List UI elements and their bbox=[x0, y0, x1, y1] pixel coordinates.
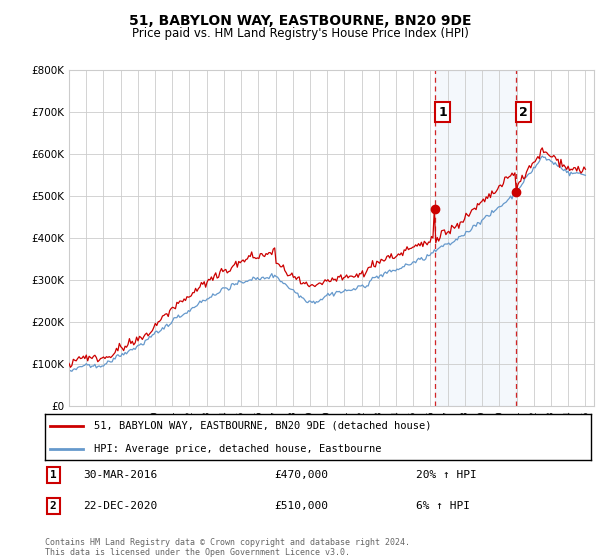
Text: 30-MAR-2016: 30-MAR-2016 bbox=[83, 470, 157, 480]
Text: 1: 1 bbox=[50, 470, 56, 480]
Text: 51, BABYLON WAY, EASTBOURNE, BN20 9DE (detached house): 51, BABYLON WAY, EASTBOURNE, BN20 9DE (d… bbox=[94, 421, 431, 431]
Text: 51, BABYLON WAY, EASTBOURNE, BN20 9DE: 51, BABYLON WAY, EASTBOURNE, BN20 9DE bbox=[129, 14, 471, 28]
Text: 2: 2 bbox=[520, 105, 528, 119]
Text: HPI: Average price, detached house, Eastbourne: HPI: Average price, detached house, East… bbox=[94, 444, 382, 454]
Text: Price paid vs. HM Land Registry's House Price Index (HPI): Price paid vs. HM Land Registry's House … bbox=[131, 27, 469, 40]
Text: Contains HM Land Registry data © Crown copyright and database right 2024.
This d: Contains HM Land Registry data © Crown c… bbox=[45, 538, 410, 557]
Text: 6% ↑ HPI: 6% ↑ HPI bbox=[416, 501, 470, 511]
Text: £470,000: £470,000 bbox=[274, 470, 328, 480]
Text: 2: 2 bbox=[50, 501, 56, 511]
Bar bbox=[435, 70, 516, 406]
Text: 1: 1 bbox=[438, 105, 447, 119]
Text: 22-DEC-2020: 22-DEC-2020 bbox=[83, 501, 157, 511]
Text: £510,000: £510,000 bbox=[274, 501, 328, 511]
Text: 20% ↑ HPI: 20% ↑ HPI bbox=[416, 470, 477, 480]
